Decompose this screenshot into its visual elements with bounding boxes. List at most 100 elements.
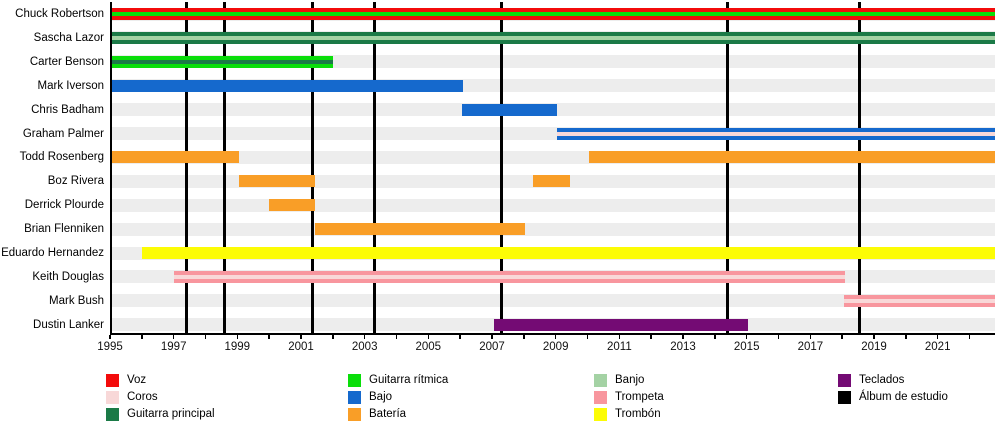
plot-area (110, 2, 995, 333)
membership-bar (461, 103, 558, 116)
x-axis-year-label: 2007 (479, 341, 505, 353)
legend-swatch-bateria (348, 407, 361, 421)
x-axis-year-label: 2011 (607, 341, 632, 353)
x-axis-tick (236, 335, 239, 339)
membership-bar (110, 8, 995, 20)
legend-label-teclados: Teclados (859, 373, 905, 386)
x-axis-tick (841, 335, 843, 339)
member-name-label: Graham Palmer (22, 127, 104, 140)
secondary-role-stripe (843, 298, 995, 303)
secondary-role-stripe (110, 59, 333, 64)
x-axis-tick (777, 335, 780, 339)
membership-bar (110, 55, 333, 68)
x-axis-year-label: 2005 (415, 341, 442, 353)
x-axis-tick (459, 335, 461, 339)
legend-label-guitarra-ritmica: Guitarra rítmica (369, 373, 449, 386)
x-axis-tick (650, 335, 652, 339)
membership-bar (589, 151, 995, 164)
member-name-label: Carter Benson (29, 55, 104, 68)
album-release-line (858, 2, 862, 333)
x-axis-year-label: 1999 (224, 341, 251, 353)
legend-label-album: Álbum de estudio (859, 390, 948, 403)
member-name-label: Todd Rosenberg (19, 151, 104, 164)
x-axis-year-label: 2015 (733, 341, 760, 353)
x-axis-line (110, 333, 995, 335)
x-axis-year-label: 2003 (351, 341, 378, 353)
member-name-label: Derrick Plourde (24, 199, 104, 212)
x-axis-tick (618, 335, 621, 339)
membership-bar (557, 127, 995, 140)
member-name-label: Dustin Lanker (33, 318, 104, 331)
legend-label-banjo: Banjo (615, 373, 645, 386)
legend-label-coros: Coros (127, 390, 158, 403)
legend-label-bateria: Batería (369, 407, 407, 420)
secondary-role-stripe (173, 274, 846, 279)
membership-bar (315, 223, 526, 236)
legend-swatch-banjo (594, 373, 607, 387)
album-release-line (726, 2, 730, 333)
secondary-role-stripe (110, 35, 995, 40)
member-name-label: Chuck Robertson (15, 8, 104, 20)
x-axis-year-label: 1997 (160, 341, 187, 353)
album-release-line (310, 2, 314, 333)
x-axis-tick (809, 335, 812, 339)
x-axis-tick (268, 335, 270, 339)
legend-label-trompeta: Trompeta (615, 390, 664, 403)
member-name-label: Eduardo Hernandez (1, 247, 104, 259)
x-axis-tick (300, 335, 302, 339)
x-axis-tick (141, 335, 143, 339)
x-axis-year-label: 2021 (924, 341, 951, 353)
legend-swatch-trombon (594, 407, 607, 421)
x-axis-year-label: 2009 (542, 341, 569, 353)
x-axis-tick (905, 335, 907, 339)
membership-bar (110, 151, 239, 164)
album-release-line (372, 2, 376, 333)
member-name-label: Brian Flenniken (24, 223, 104, 236)
x-axis-year-label: 2017 (797, 341, 824, 353)
x-axis-year-label: 2013 (670, 341, 696, 353)
x-axis-tick (363, 335, 366, 339)
membership-bar (238, 175, 316, 188)
x-axis-tick (586, 335, 589, 339)
member-name-label: Mark Iverson (37, 79, 104, 92)
legend-swatch-trompeta (594, 390, 607, 404)
membership-bar (269, 199, 316, 212)
album-release-line (223, 2, 227, 333)
x-axis-tick (172, 335, 175, 339)
x-axis-year-label: 2001 (288, 341, 314, 353)
membership-bar (493, 318, 749, 331)
legend-swatch-voz (106, 373, 119, 387)
x-axis-tick (491, 335, 493, 339)
x-axis-tick (204, 335, 207, 339)
legend-label-guitarra-principal: Guitarra principal (127, 407, 215, 420)
legend-swatch-guitarra-principal (106, 407, 119, 421)
x-axis-tick (427, 335, 430, 339)
secondary-role-stripe (557, 131, 995, 136)
legend-swatch-album (838, 390, 851, 404)
x-axis-tick (109, 335, 111, 339)
row-band (110, 222, 995, 236)
member-name-label: Keith Douglas (32, 270, 104, 283)
x-axis-tick (332, 335, 334, 339)
membership-bar (110, 31, 995, 44)
x-axis-tick (682, 335, 684, 339)
x-axis-year-label: 2019 (861, 341, 887, 353)
membership-bar (141, 247, 995, 259)
x-axis-tick (554, 335, 557, 339)
row-band (110, 198, 995, 212)
album-release-line (500, 2, 504, 333)
x-axis-tick (714, 335, 716, 339)
member-name-label: Sascha Lazor (33, 31, 104, 44)
x-axis-tick (968, 335, 971, 339)
x-axis-tick (873, 335, 875, 339)
legend-swatch-guitarra-ritmica (348, 373, 361, 387)
x-axis-tick (745, 335, 748, 339)
membership-bar (533, 175, 570, 188)
member-name-label: Mark Bush (49, 294, 104, 307)
member-name-label: Chris Badham (31, 103, 104, 116)
album-release-line (184, 2, 188, 333)
x-axis-tick (395, 335, 398, 339)
member-name-label: Boz Rivera (47, 175, 104, 188)
secondary-role-stripe (110, 12, 995, 16)
